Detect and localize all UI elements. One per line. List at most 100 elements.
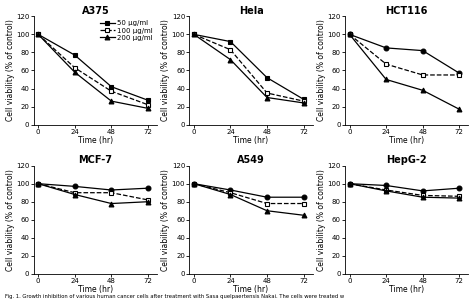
50 μg/ml: [383, 46, 389, 50]
200 μg/ml: [383, 78, 389, 81]
50 μg/ml: [72, 53, 78, 57]
Line: 50 μg/ml: 50 μg/ml: [347, 181, 462, 193]
200 μg/ml: [264, 96, 270, 99]
Line: 200 μg/ml: 200 μg/ml: [191, 32, 306, 105]
200 μg/ml: [264, 209, 270, 212]
200 μg/ml: [228, 193, 233, 196]
X-axis label: Time (hr): Time (hr): [389, 136, 424, 145]
100 μg/ml: [72, 66, 78, 70]
Y-axis label: Cell viability (% of control): Cell viability (% of control): [161, 20, 170, 122]
200 μg/ml: [456, 196, 462, 200]
Y-axis label: Cell viability (% of control): Cell viability (% of control): [6, 169, 15, 271]
100 μg/ml: [456, 73, 462, 77]
200 μg/ml: [383, 189, 389, 193]
50 μg/ml: [145, 98, 151, 102]
200 μg/ml: [145, 200, 151, 203]
Y-axis label: Cell viability (% of control): Cell viability (% of control): [6, 20, 15, 122]
100 μg/ml: [145, 103, 151, 106]
50 μg/ml: [109, 188, 114, 192]
100 μg/ml: [191, 182, 197, 185]
Title: HCT116: HCT116: [385, 6, 428, 16]
50 μg/ml: [228, 40, 233, 44]
100 μg/ml: [191, 33, 197, 36]
100 μg/ml: [145, 198, 151, 202]
100 μg/ml: [383, 62, 389, 66]
200 μg/ml: [145, 106, 151, 110]
X-axis label: Time (hr): Time (hr): [78, 136, 113, 145]
X-axis label: Time (hr): Time (hr): [78, 285, 113, 294]
200 μg/ml: [420, 88, 426, 92]
200 μg/ml: [456, 107, 462, 111]
Line: 100 μg/ml: 100 μg/ml: [191, 32, 306, 104]
Title: A375: A375: [82, 6, 109, 16]
X-axis label: Time (hr): Time (hr): [234, 285, 269, 294]
50 μg/ml: [456, 71, 462, 75]
Line: 100 μg/ml: 100 μg/ml: [36, 181, 150, 202]
Line: 200 μg/ml: 200 μg/ml: [347, 32, 462, 112]
100 μg/ml: [264, 91, 270, 95]
100 μg/ml: [346, 182, 352, 185]
Title: A549: A549: [237, 155, 265, 165]
200 μg/ml: [72, 193, 78, 196]
Y-axis label: Cell viability (% of control): Cell viability (% of control): [161, 169, 170, 271]
50 μg/ml: [264, 76, 270, 80]
200 μg/ml: [109, 202, 114, 205]
100 μg/ml: [36, 182, 41, 185]
200 μg/ml: [301, 214, 307, 217]
50 μg/ml: [346, 33, 352, 36]
50 μg/ml: [36, 33, 41, 36]
50 μg/ml: [145, 186, 151, 190]
Line: 100 μg/ml: 100 μg/ml: [347, 181, 462, 199]
100 μg/ml: [109, 191, 114, 194]
50 μg/ml: [264, 195, 270, 199]
200 μg/ml: [36, 182, 41, 185]
50 μg/ml: [191, 33, 197, 36]
100 μg/ml: [383, 188, 389, 192]
50 μg/ml: [72, 184, 78, 188]
100 μg/ml: [228, 191, 233, 194]
Line: 200 μg/ml: 200 μg/ml: [36, 181, 150, 206]
100 μg/ml: [301, 99, 307, 103]
Line: 50 μg/ml: 50 μg/ml: [347, 32, 462, 76]
Legend: 50 μg/ml, 100 μg/ml, 200 μg/ml: 50 μg/ml, 100 μg/ml, 200 μg/ml: [99, 20, 154, 41]
Line: 100 μg/ml: 100 μg/ml: [191, 181, 306, 206]
50 μg/ml: [36, 182, 41, 185]
Line: 50 μg/ml: 50 μg/ml: [36, 181, 150, 192]
50 μg/ml: [109, 85, 114, 88]
Title: HepG-2: HepG-2: [386, 155, 427, 165]
Line: 50 μg/ml: 50 μg/ml: [191, 32, 306, 102]
Line: 200 μg/ml: 200 μg/ml: [36, 32, 150, 111]
50 μg/ml: [420, 189, 426, 193]
Title: MCF-7: MCF-7: [78, 155, 112, 165]
100 μg/ml: [228, 48, 233, 52]
50 μg/ml: [228, 188, 233, 192]
100 μg/ml: [264, 202, 270, 205]
200 μg/ml: [228, 58, 233, 61]
200 μg/ml: [191, 33, 197, 36]
100 μg/ml: [420, 73, 426, 77]
100 μg/ml: [301, 202, 307, 205]
200 μg/ml: [346, 182, 352, 185]
Line: 100 μg/ml: 100 μg/ml: [36, 32, 150, 107]
X-axis label: Time (hr): Time (hr): [234, 136, 269, 145]
50 μg/ml: [456, 186, 462, 190]
Line: 50 μg/ml: 50 μg/ml: [36, 32, 150, 103]
100 μg/ml: [109, 89, 114, 93]
100 μg/ml: [72, 191, 78, 194]
100 μg/ml: [36, 33, 41, 36]
200 μg/ml: [346, 33, 352, 36]
200 μg/ml: [420, 195, 426, 199]
50 μg/ml: [301, 98, 307, 101]
100 μg/ml: [420, 194, 426, 197]
200 μg/ml: [191, 182, 197, 185]
Text: Fig. 1. Growth inhibition of various human cancer cells after treatment with Sas: Fig. 1. Growth inhibition of various hum…: [5, 294, 344, 299]
50 μg/ml: [383, 184, 389, 187]
Line: 100 μg/ml: 100 μg/ml: [347, 32, 462, 77]
50 μg/ml: [346, 182, 352, 185]
100 μg/ml: [346, 33, 352, 36]
50 μg/ml: [420, 49, 426, 52]
Y-axis label: Cell viability (% of control): Cell viability (% of control): [317, 20, 326, 122]
200 μg/ml: [36, 33, 41, 36]
50 μg/ml: [301, 195, 307, 199]
Title: Hela: Hela: [238, 6, 264, 16]
